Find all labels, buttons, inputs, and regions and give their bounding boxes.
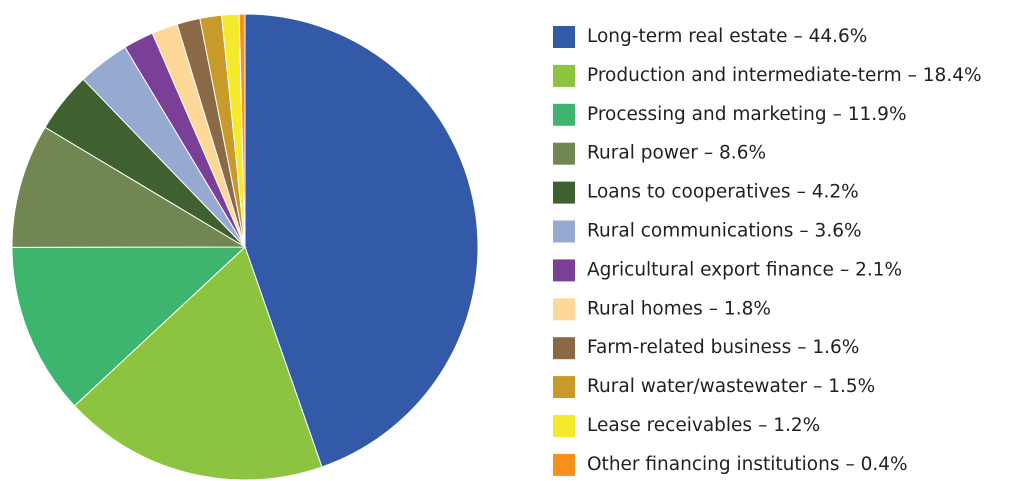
legend-label: Long-term real estate – 44.6% bbox=[587, 26, 867, 47]
pie-slice bbox=[11, 246, 247, 407]
legend-value: – 11.9% bbox=[833, 104, 907, 125]
legend-name: Other financing institutions bbox=[587, 454, 839, 475]
legend-name: Farm-related business bbox=[587, 337, 791, 358]
legend-name: Agricultural export finance bbox=[587, 259, 834, 280]
legend-label: Rural power – 8.6% bbox=[587, 143, 766, 164]
legend-value: – 3.6% bbox=[799, 221, 861, 242]
legend-label: Other financing institutions – 0.4% bbox=[587, 454, 908, 475]
legend-label: Production and intermediate-term – 18.4% bbox=[587, 65, 982, 86]
legend-value: – 1.6% bbox=[797, 337, 859, 358]
legend-value: – 2.1% bbox=[840, 259, 902, 280]
legend-name: Lease receivables bbox=[587, 415, 752, 436]
legend-label: Agricultural export finance – 2.1% bbox=[587, 259, 902, 280]
pie-slice bbox=[238, 13, 246, 248]
legend-swatch bbox=[553, 142, 575, 165]
legend-name: Long-term real estate bbox=[587, 26, 787, 47]
legend-swatch bbox=[553, 453, 575, 476]
legend-value: – 8.6% bbox=[704, 143, 766, 164]
legend-name: Rural communications bbox=[587, 221, 793, 242]
legend-name: Production and intermediate-term bbox=[587, 65, 902, 86]
pie-slice bbox=[11, 126, 247, 248]
legend-label: Rural communications – 3.6% bbox=[587, 221, 862, 242]
legend-value: – 1.2% bbox=[758, 415, 820, 436]
legend-label: Loans to cooperatives – 4.2% bbox=[587, 182, 859, 203]
legend-label: Processing and marketing – 11.9% bbox=[587, 104, 907, 125]
legend-swatch bbox=[553, 103, 575, 126]
legend-swatch bbox=[553, 181, 575, 204]
legend-name: Loans to cooperatives bbox=[587, 182, 791, 203]
legend-value: – 4.2% bbox=[797, 182, 859, 203]
legend-name: Processing and marketing bbox=[587, 104, 827, 125]
legend-label: Lease receivables – 1.2% bbox=[587, 415, 820, 436]
legend-swatch bbox=[553, 337, 575, 360]
legend-label: Farm-related business – 1.6% bbox=[587, 337, 859, 358]
pie-slice bbox=[244, 13, 479, 468]
legend-value: – 1.5% bbox=[813, 376, 875, 397]
legend-value: – 44.6% bbox=[793, 26, 867, 47]
legend-swatch bbox=[553, 259, 575, 282]
legend-value: – 0.4% bbox=[845, 454, 907, 475]
legend-name: Rural water/wastewater bbox=[587, 376, 807, 397]
legend-value: – 1.8% bbox=[709, 298, 771, 319]
legend-name: Rural power bbox=[587, 143, 698, 164]
legend-label: Rural water/wastewater – 1.5% bbox=[587, 376, 875, 397]
legend-swatch bbox=[553, 415, 575, 437]
legend-swatch bbox=[553, 298, 575, 321]
legend-value: – 18.4% bbox=[908, 65, 982, 86]
legend-swatch bbox=[553, 26, 575, 48]
legend-swatch bbox=[553, 64, 575, 87]
legend-name: Rural homes bbox=[587, 298, 703, 319]
legend-label: Rural homes – 1.8% bbox=[587, 298, 771, 319]
legend-swatch bbox=[553, 376, 575, 399]
pie-slice bbox=[73, 246, 323, 481]
legend-swatch bbox=[553, 220, 575, 243]
